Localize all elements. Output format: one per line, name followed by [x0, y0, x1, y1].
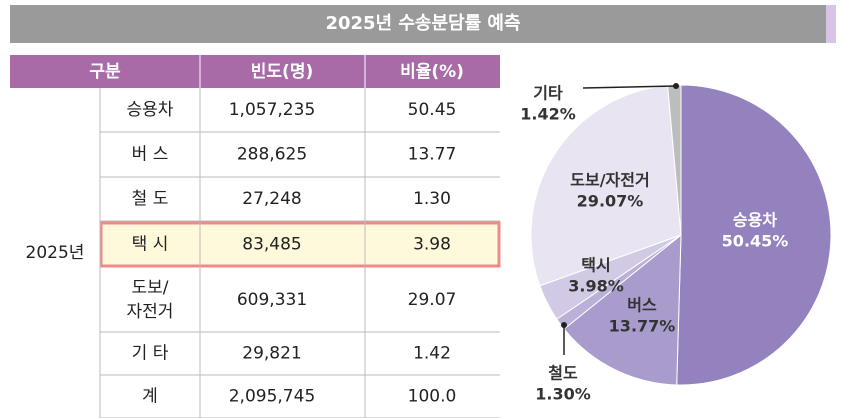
highlight-row — [99, 221, 501, 268]
table-cell: 27,248 — [242, 189, 301, 209]
leader-dot — [561, 322, 567, 328]
header-cell: 구분 — [89, 62, 121, 82]
table-cell: 29.07 — [408, 290, 457, 310]
table-cell: 83,485 — [242, 235, 301, 255]
pie-slice — [676, 84, 832, 386]
leader-line — [582, 85, 676, 89]
table-cell: 1,057,235 — [229, 100, 316, 120]
table-header — [10, 55, 500, 88]
slice-label: 도보/자전거 — [570, 171, 649, 190]
table-cell: 택 시 — [132, 235, 169, 255]
slice-value: 13.77% — [609, 317, 676, 336]
table-cell: 3.98 — [413, 235, 451, 255]
slice-label: 승용차 — [733, 211, 777, 230]
table-cell: 2,095,745 — [229, 387, 316, 407]
slice-value: 29.07% — [577, 192, 644, 211]
table-cell: 1.30 — [413, 189, 451, 209]
table-cell: 1.42 — [413, 344, 451, 364]
group-label: 2025년 — [26, 243, 85, 263]
leader-dot — [673, 83, 679, 89]
table-cell: 13.77 — [408, 145, 457, 165]
header-cell: 비율(%) — [400, 62, 464, 82]
table-cell: 288,625 — [237, 145, 307, 165]
pie-slice — [530, 85, 682, 287]
slice-label: 철도 — [548, 364, 578, 383]
table-cell: 609,331 — [237, 290, 307, 310]
header-cell: 빈도(명) — [251, 62, 313, 82]
table-cell: 기 타 — [132, 344, 169, 364]
slice-label: 택시 — [581, 256, 610, 275]
slice-value: 3.98% — [568, 277, 624, 296]
table-cell: 29,821 — [242, 344, 301, 364]
table-cell: 철 도 — [132, 189, 169, 209]
slice-value: 1.30% — [535, 385, 591, 404]
table-cell: 계 — [142, 387, 158, 407]
title-accent — [826, 5, 836, 43]
title: 2025년 수송분담률 예측 — [325, 13, 520, 34]
slice-label: 버스 — [627, 296, 657, 315]
table-cell: 100.0 — [408, 387, 457, 407]
slice-value: 1.42% — [520, 105, 576, 124]
pie-slice — [563, 233, 682, 386]
slice-label: 기타 — [533, 84, 563, 103]
title-bar — [10, 5, 836, 43]
table-cell: 50.45 — [408, 100, 457, 120]
table-cell: 버 스 — [132, 145, 169, 165]
slice-value: 50.45% — [722, 232, 789, 251]
table-cell: 승용차 — [127, 100, 174, 120]
table-cell: 도보/자전거 — [127, 278, 174, 322]
